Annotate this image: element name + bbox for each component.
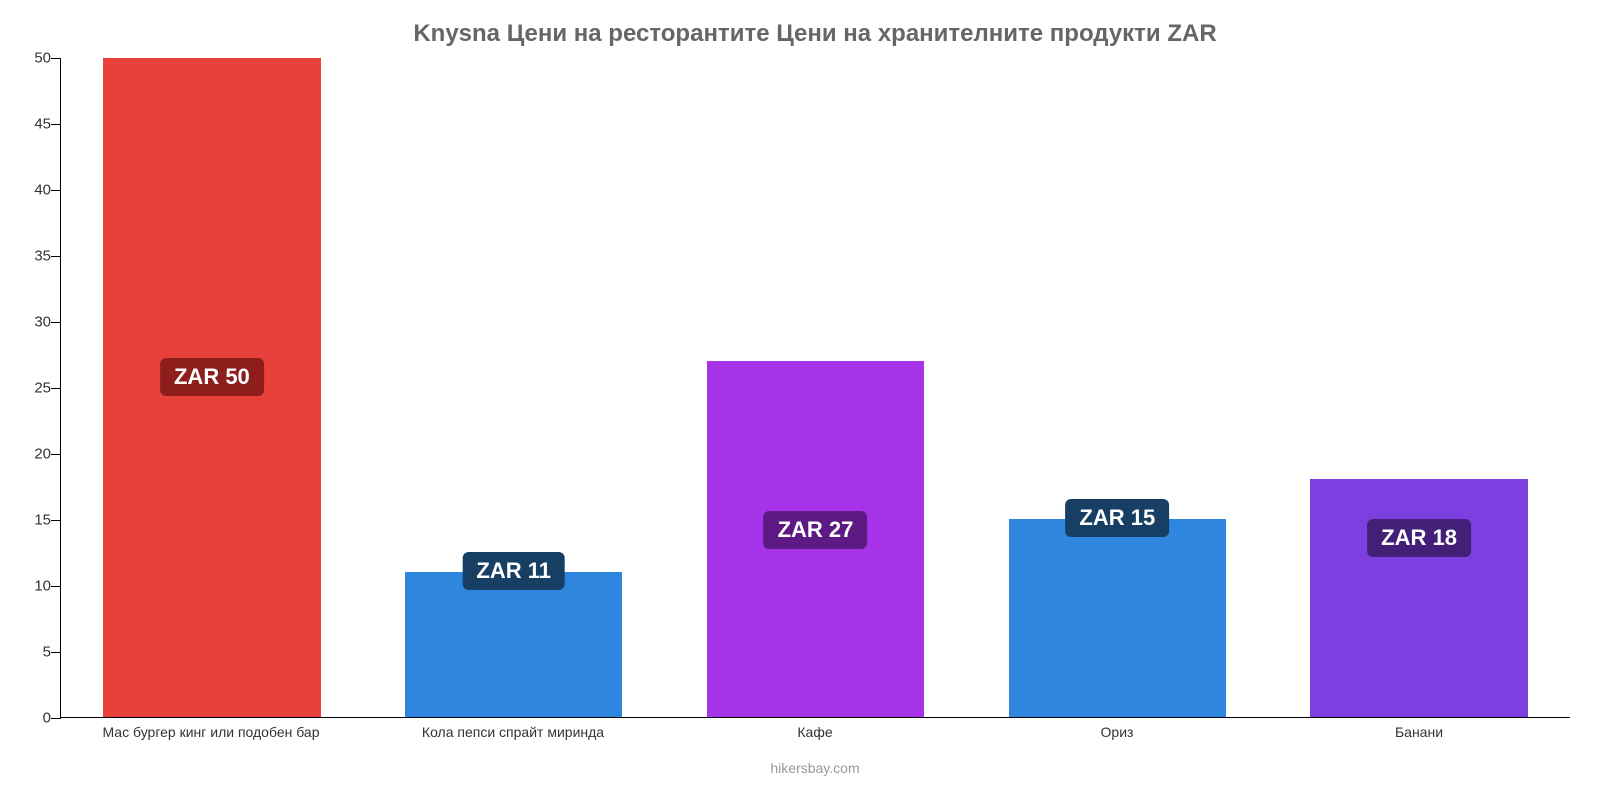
x-axis-label: Мас бургер кинг или подобен бар	[60, 724, 362, 740]
y-tick-label: 10	[16, 578, 51, 595]
bar-slot: ZAR 18	[1268, 58, 1570, 717]
y-tick	[51, 256, 61, 257]
y-tick	[51, 322, 61, 323]
value-badge: ZAR 27	[764, 511, 868, 549]
y-tick	[51, 454, 61, 455]
y-tick	[51, 58, 61, 59]
y-tick-label: 50	[16, 50, 51, 67]
y-tick	[51, 652, 61, 653]
y-tick-label: 30	[16, 314, 51, 331]
y-tick-label: 40	[16, 182, 51, 199]
bar: ZAR 27	[707, 361, 924, 717]
bar: ZAR 11	[405, 572, 622, 717]
bar: ZAR 18	[1310, 479, 1527, 717]
y-tick-label: 20	[16, 446, 51, 463]
value-badge: ZAR 11	[462, 552, 565, 590]
bar-slot: ZAR 15	[966, 58, 1268, 717]
plot-area: ZAR 50ZAR 11ZAR 27ZAR 15ZAR 18 051015202…	[60, 58, 1570, 718]
attribution-text: hikersbay.com	[60, 760, 1570, 776]
bar-slot: ZAR 11	[363, 58, 665, 717]
y-tick	[51, 190, 61, 191]
y-tick	[51, 520, 61, 521]
bar-slot: ZAR 27	[665, 58, 967, 717]
y-tick	[51, 586, 61, 587]
value-badge: ZAR 50	[160, 358, 264, 396]
value-badge: ZAR 18	[1367, 519, 1471, 557]
x-axis-label: Кафе	[664, 724, 966, 740]
x-axis-label: Ориз	[966, 724, 1268, 740]
bar-slot: ZAR 50	[61, 58, 363, 717]
y-tick-label: 0	[16, 710, 51, 727]
chart-title: Knysna Цени на ресторантите Цени на хран…	[60, 20, 1570, 48]
y-tick-label: 15	[16, 512, 51, 529]
y-tick	[51, 718, 61, 719]
x-axis-label: Банани	[1268, 724, 1570, 740]
x-axis-labels: Мас бургер кинг или подобен барКола пепс…	[60, 724, 1570, 740]
y-tick	[51, 124, 61, 125]
bars-container: ZAR 50 ZAR 11 ZAR 27 ZAR 15 ZAR 18	[61, 58, 1570, 717]
bar: ZAR 15	[1009, 519, 1226, 717]
y-tick-label: 35	[16, 248, 51, 265]
y-tick-label: 25	[16, 380, 51, 397]
y-tick	[51, 388, 61, 389]
chart-container: Knysna Цени на ресторантите Цени на хран…	[0, 0, 1600, 800]
x-axis-label: Кола пепси спрайт миринда	[362, 724, 664, 740]
bar: ZAR 50	[103, 58, 320, 717]
y-tick-label: 5	[16, 644, 51, 661]
y-tick-label: 45	[16, 116, 51, 133]
value-badge: ZAR 15	[1065, 499, 1169, 537]
